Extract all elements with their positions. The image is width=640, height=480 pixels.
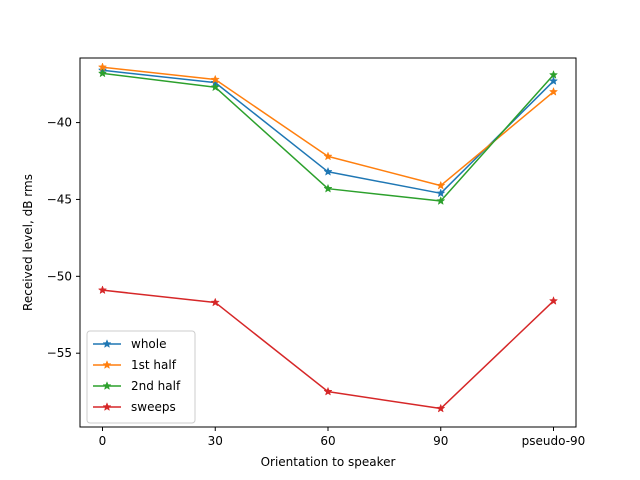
data-point-1st-half-pseudo-90	[548, 86, 559, 96]
y-tick-label-50: −50	[47, 269, 72, 283]
y-axis-label: Received level, dB rms	[21, 174, 35, 311]
legend-label-1st-half: 1st half	[131, 358, 177, 372]
data-point-whole-pseudo-90	[548, 76, 559, 86]
x-tick-label-0: 0	[99, 434, 107, 448]
legend-item-sweeps: sweeps	[93, 400, 176, 414]
series-layer	[97, 62, 559, 413]
data-point-2nd-half-0	[97, 68, 108, 78]
x-axis: 0 30 60 90 pseudo-90	[99, 427, 586, 448]
x-tick-label-30: 30	[208, 434, 223, 448]
data-point-1st-half-90	[436, 180, 446, 190]
legend-item-2nd-half: 2nd half	[93, 379, 181, 393]
data-point-sweeps-0	[97, 285, 108, 295]
y-tick-label-45: −45	[47, 192, 72, 206]
data-point-whole-60	[323, 166, 333, 176]
x-tick-label-60: 60	[320, 434, 335, 448]
x-tick-label-pseudo-90: pseudo-90	[522, 434, 586, 448]
x-tick-label-90: 90	[433, 434, 448, 448]
data-point-2nd-half-60	[323, 183, 333, 193]
legend: whole 1st half 2nd half sweeps	[86, 330, 196, 424]
legend-swatch-marker	[102, 339, 112, 348]
data-point-2nd-half-90	[436, 196, 446, 205]
legend-label-whole: whole	[131, 337, 166, 351]
legend-label-2nd-half: 2nd half	[131, 379, 181, 393]
data-point-whole-90	[436, 188, 446, 198]
legend-item-1st-half: 1st half	[93, 358, 177, 372]
data-point-sweeps-pseudo-90	[548, 296, 559, 305]
legend-swatch-marker	[102, 381, 112, 390]
legend-frame	[86, 330, 196, 424]
data-point-1st-half-30	[210, 74, 220, 84]
data-point-2nd-half-pseudo-90	[548, 70, 559, 79]
y-tick-label-55: −55	[47, 346, 72, 360]
y-axis: −40 −45 −50 −55	[47, 116, 80, 360]
legend-swatch-marker	[102, 360, 112, 369]
legend-item-whole: whole	[93, 337, 166, 351]
series-sweeps	[97, 285, 559, 413]
legend-swatch-marker	[102, 402, 112, 411]
data-point-sweeps-30	[210, 297, 220, 307]
data-point-2nd-half-30	[210, 82, 220, 92]
legend-label-sweeps: sweeps	[131, 400, 176, 414]
data-point-sweeps-60	[323, 386, 333, 396]
y-tick-label-40: −40	[47, 116, 72, 130]
x-axis-label: Orientation to speaker	[261, 455, 396, 469]
data-point-sweeps-90	[436, 403, 446, 413]
series-2nd-half	[97, 68, 559, 205]
data-point-1st-half-60	[323, 151, 333, 161]
